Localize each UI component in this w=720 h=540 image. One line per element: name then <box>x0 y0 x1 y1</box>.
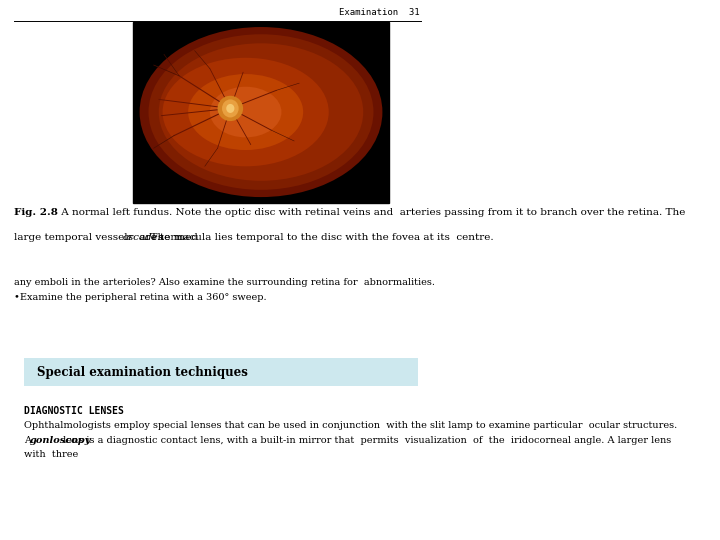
FancyBboxPatch shape <box>24 358 418 386</box>
Text: Special examination techniques: Special examination techniques <box>37 366 248 379</box>
Text: A: A <box>24 436 34 445</box>
Ellipse shape <box>140 27 382 197</box>
Text: any emboli in the arterioles? Also examine the surrounding retina for  abnormali: any emboli in the arterioles? Also exami… <box>14 278 436 287</box>
Text: Fig. 2.8: Fig. 2.8 <box>14 208 58 218</box>
Text: Ophthalmologists employ special lenses that can be used in conjunction  with the: Ophthalmologists employ special lenses t… <box>24 421 677 430</box>
Text: DIAGNOSTIC LENSES: DIAGNOSTIC LENSES <box>24 406 124 416</box>
Text: Examination  31: Examination 31 <box>339 8 420 17</box>
Text: •Examine the peripheral retina with a 360° sweep.: •Examine the peripheral retina with a 36… <box>14 293 267 302</box>
Ellipse shape <box>226 104 235 113</box>
Ellipse shape <box>148 34 374 190</box>
Ellipse shape <box>217 96 243 121</box>
Text: large temporal vessels  are termed: large temporal vessels are termed <box>14 233 202 242</box>
FancyBboxPatch shape <box>133 22 389 202</box>
Ellipse shape <box>210 87 282 137</box>
Ellipse shape <box>158 43 364 181</box>
Text: lens is a diagnostic contact lens, with a built-in mirror that  permits  visuali: lens is a diagnostic contact lens, with … <box>60 436 671 445</box>
Text: gonloscopy: gonloscopy <box>30 436 91 445</box>
Text: arcades: arcades <box>122 233 164 242</box>
Text: with  three: with three <box>24 450 78 460</box>
Text: . The macula lies temporal to the disc with the fovea at its  centre.: . The macula lies temporal to the disc w… <box>145 233 494 242</box>
Ellipse shape <box>163 58 329 166</box>
Ellipse shape <box>188 74 303 150</box>
Text: A normal left fundus. Note the optic disc with retinal veins and  arteries passi: A normal left fundus. Note the optic dis… <box>58 208 685 218</box>
Ellipse shape <box>222 99 238 118</box>
